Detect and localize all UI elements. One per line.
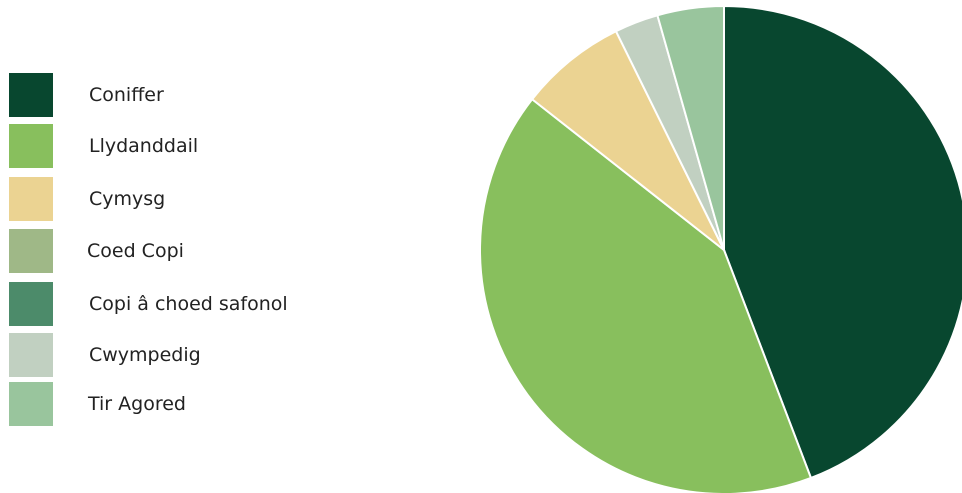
legend-label-coniffer: Coniffer xyxy=(89,84,164,106)
legend-item-cwympedig: Cwympedig xyxy=(9,333,409,377)
legend-item-coed-copi: Coed Copi xyxy=(9,229,409,273)
legend-label-cwympedig: Cwympedig xyxy=(89,344,201,366)
pie-slice-tir-agored xyxy=(656,5,725,251)
legend-swatch-llydanddail xyxy=(9,124,53,168)
legend-item-coniffer: Coniffer xyxy=(9,73,409,117)
legend-swatch-tir-agored xyxy=(9,382,53,426)
legend-label-tir-agored: Tir Agored xyxy=(88,393,186,415)
legend-swatch-cymysg xyxy=(9,177,53,221)
legend-item-cymysg: Cymysg xyxy=(9,177,409,221)
legend-item-copi-a-choed-safonol: Copi â choed safonol xyxy=(9,282,409,326)
pie-slice-coniffer xyxy=(723,5,962,479)
legend-item-tir-agored: Tir Agored xyxy=(9,382,409,426)
pie-slice-llydanddail xyxy=(479,98,812,493)
legend-item-llydanddail: Llydanddail xyxy=(9,124,409,168)
legend-label-cymysg: Cymysg xyxy=(89,188,166,210)
legend-swatch-copi-a-choed-safonol xyxy=(9,282,53,326)
legend-label-coed-copi: Coed Copi xyxy=(87,240,184,262)
chart-legend: Coniffer Llydanddail Cymysg Coed Copi Co… xyxy=(0,0,420,493)
legend-label-copi-a-choed-safonol: Copi â choed safonol xyxy=(89,293,288,315)
pie-slice-cymysg xyxy=(531,30,725,251)
legend-swatch-coed-copi xyxy=(9,229,53,273)
legend-label-llydanddail: Llydanddail xyxy=(89,135,199,157)
legend-swatch-cwympedig xyxy=(9,333,53,377)
legend-swatch-coniffer xyxy=(9,73,53,117)
